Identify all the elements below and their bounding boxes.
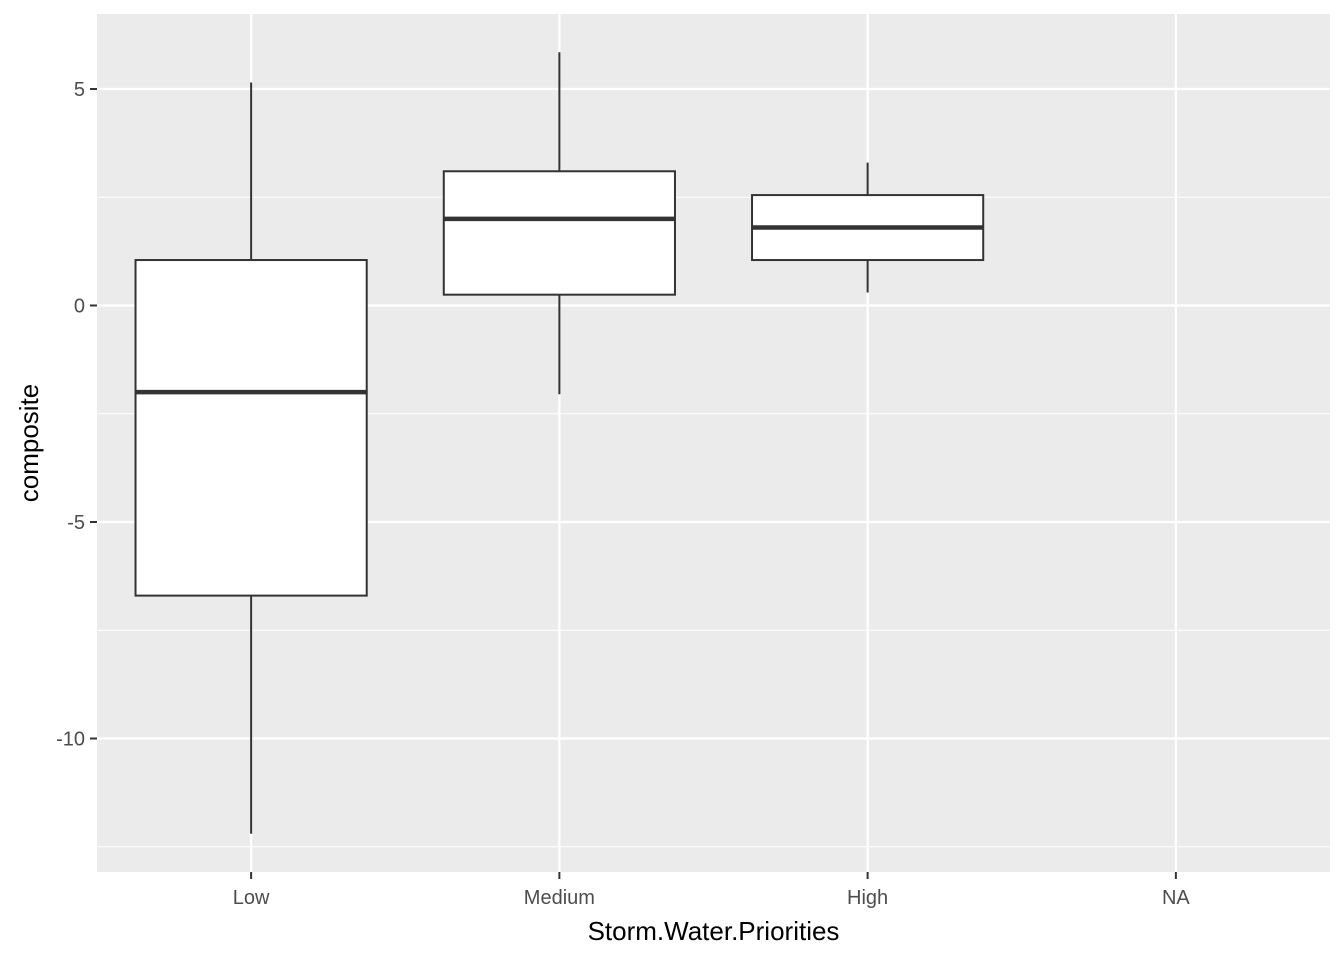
y-axis: 5 0 -5 -10 xyxy=(56,79,97,751)
y-tick-label: -10 xyxy=(56,729,85,751)
iqr-box xyxy=(134,259,368,597)
y-tick-label: 0 xyxy=(74,296,85,318)
x-tick-label: Medium xyxy=(524,887,595,909)
x-axis-title: Storm.Water.Priorities xyxy=(588,916,840,946)
iqr-box xyxy=(442,170,676,296)
box-high xyxy=(751,162,985,293)
x-tick-label: Low xyxy=(233,887,270,909)
boxplot-boxes xyxy=(134,52,985,834)
x-tick-label: High xyxy=(847,887,888,909)
y-tick-label: 5 xyxy=(74,79,85,101)
x-tick-label: NA xyxy=(1162,887,1190,909)
box-medium xyxy=(442,52,676,395)
x-axis: Low Medium High NA xyxy=(233,872,1190,909)
y-tick-label: -5 xyxy=(67,512,85,534)
y-axis-title: composite xyxy=(14,384,44,503)
box-low xyxy=(134,82,368,834)
